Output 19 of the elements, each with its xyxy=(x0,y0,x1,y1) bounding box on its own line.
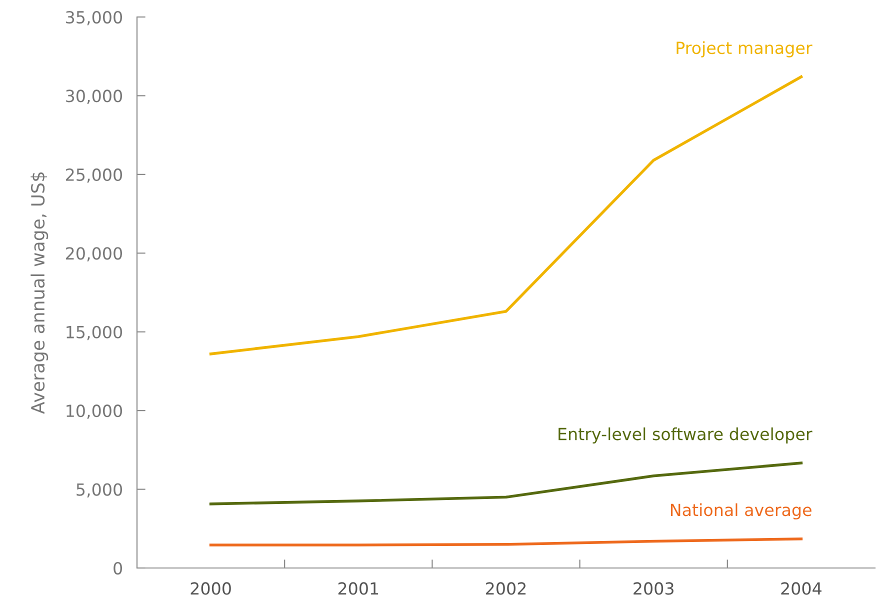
y-tick-label: 20,000 xyxy=(66,247,122,262)
line-series xyxy=(209,537,803,546)
series-label: Entry-level software developer xyxy=(558,427,812,444)
x-tick-label: 2001 xyxy=(338,582,378,595)
y-tick-label: 0 xyxy=(114,562,122,575)
y-tick-label: 30,000 xyxy=(66,90,122,104)
x-tick-label: 2002 xyxy=(486,582,526,595)
y-tick-label: 35,000 xyxy=(66,10,122,26)
line-series xyxy=(209,75,803,356)
x-tick-label: 2003 xyxy=(634,582,674,595)
y-tick-label: 10,000 xyxy=(66,404,122,419)
y-axis-title: Average annual wage, US$ xyxy=(30,172,48,414)
y-tick-label: 25,000 xyxy=(66,168,122,183)
y-tick-label: 5,000 xyxy=(76,483,122,498)
series-label: National average xyxy=(670,503,812,520)
series-label: Project manager xyxy=(676,41,812,58)
x-tick-label: 2000 xyxy=(190,582,231,595)
y-tick-label: 15,000 xyxy=(66,326,122,340)
x-tick-label: 2004 xyxy=(781,582,822,595)
